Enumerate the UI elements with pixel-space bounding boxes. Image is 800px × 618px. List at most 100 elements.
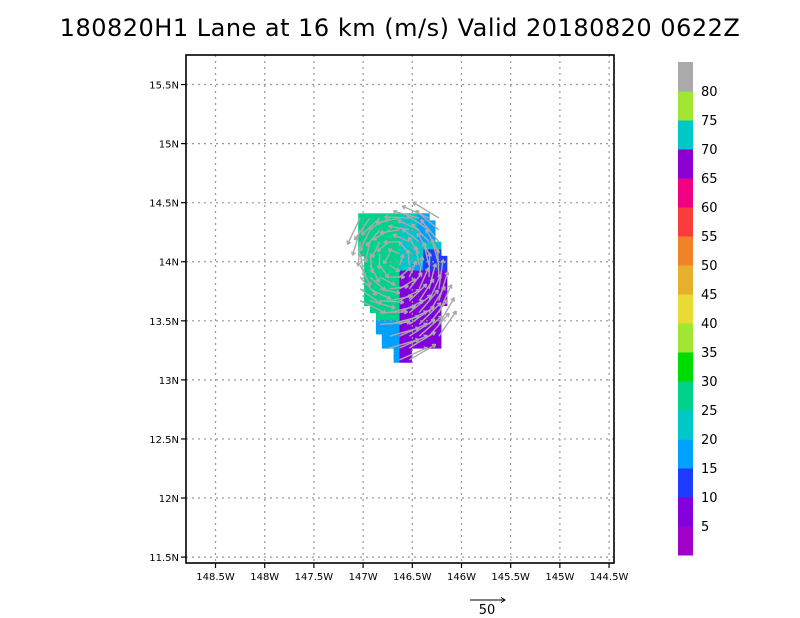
wind-vector-88 xyxy=(438,284,453,313)
wind-cell-200 xyxy=(423,262,430,271)
wind-cell-38 xyxy=(375,291,383,299)
wind-vector-head xyxy=(354,237,359,241)
wind-cell-122 xyxy=(399,262,407,271)
colorbar-label-0: 5 xyxy=(701,520,709,535)
colorbar-label-7: 40 xyxy=(701,317,718,332)
colorbar-swatch-7 xyxy=(678,323,693,353)
wind-cell-97 xyxy=(393,291,401,299)
wind-cell-17 xyxy=(364,220,371,229)
wind-cell-89 xyxy=(393,347,401,356)
colorbar-label-9: 50 xyxy=(701,259,718,274)
wind-vector-49 xyxy=(379,229,400,235)
wind-vector-shaft xyxy=(418,315,443,337)
colorbar-swatch-5 xyxy=(678,381,693,411)
wind-vector-head xyxy=(392,234,396,239)
colorbar-label-1: 10 xyxy=(701,491,718,506)
wind-vector-head xyxy=(407,266,412,269)
wind-vector-22 xyxy=(376,253,382,270)
wind-vector-45 xyxy=(399,266,412,278)
wind-vector-head xyxy=(364,258,369,263)
wind-vector-shaft xyxy=(389,295,413,302)
wind-cell-131 xyxy=(405,347,412,356)
wind-vector-69 xyxy=(418,256,425,278)
wind-vector-head xyxy=(401,228,405,233)
wind-cell-234 xyxy=(434,284,442,292)
wind-cell-23 xyxy=(369,277,377,285)
colorbar-swatch-16 xyxy=(678,62,693,92)
wind-cell-146 xyxy=(405,241,412,250)
wind-cell-54 xyxy=(381,312,389,321)
wind-cell-19 xyxy=(369,305,377,314)
wind-cell-123 xyxy=(399,255,407,264)
wind-vector-60 xyxy=(398,241,410,254)
wind-vector-shaft xyxy=(438,297,455,325)
wind-cell-65 xyxy=(381,234,389,243)
wind-vector-15 xyxy=(353,217,371,241)
wind-vector-65 xyxy=(418,302,442,325)
wind-cell-214 xyxy=(429,298,436,307)
wind-vector-head xyxy=(434,289,439,293)
wind-vector-shaft xyxy=(408,294,432,314)
wind-vector-head xyxy=(444,270,449,275)
wind-cell-106 xyxy=(393,227,401,236)
wind-vector-shaft xyxy=(412,201,440,219)
wind-vector-3 xyxy=(359,264,372,287)
wind-vector-shaft xyxy=(369,288,391,300)
wind-vector-shaft xyxy=(387,248,400,255)
wind-vector-shaft xyxy=(408,343,437,361)
wind-cell-240 xyxy=(434,241,442,250)
wind-cell-78 xyxy=(387,277,395,285)
wind-vector-71 xyxy=(407,236,420,254)
wind-cell-95 xyxy=(393,305,401,314)
wind-cell-162 xyxy=(411,262,418,271)
wind-cell-170 xyxy=(417,340,424,349)
wind-cell-228 xyxy=(434,326,442,335)
wind-vector-shaft xyxy=(369,300,396,309)
wind-vector-head xyxy=(376,222,381,225)
wind-vector-shaft xyxy=(408,283,428,302)
colorbar-label-11: 60 xyxy=(701,201,718,216)
wind-vector-head xyxy=(427,252,431,257)
wind-vector-shaft xyxy=(357,241,361,267)
wind-vector-head xyxy=(401,205,406,210)
wind-vector-head xyxy=(383,261,388,265)
wind-vector-shaft xyxy=(392,234,410,243)
wind-cell-124 xyxy=(399,248,407,257)
wind-vector-head xyxy=(379,232,385,235)
wind-cell-177 xyxy=(417,291,424,299)
wind-vector-shaft xyxy=(418,289,439,313)
colorbar-swatch-11 xyxy=(678,207,693,237)
wind-vector-shaft xyxy=(389,285,409,290)
wind-vector-head xyxy=(396,290,401,294)
wind-vector-86 xyxy=(438,310,458,337)
wind-cell-49 xyxy=(375,213,383,221)
wind-vector-89 xyxy=(438,270,450,301)
wind-vector-head xyxy=(391,304,396,309)
wind-cell-84 xyxy=(387,234,395,243)
wind-cell-232 xyxy=(434,298,442,307)
wind-cell-143 xyxy=(405,262,412,271)
wind-vector-head xyxy=(440,259,444,264)
wind-vector-33 xyxy=(389,264,401,273)
wind-vector-head xyxy=(388,225,393,230)
wind-vector-93 xyxy=(425,228,440,254)
wind-cell-186 xyxy=(417,227,424,236)
wind-vector-head xyxy=(438,315,443,318)
wind-cell-10 xyxy=(364,270,371,278)
colorbar-swatch-8 xyxy=(678,294,693,324)
y-tick-label-8: 15.5N xyxy=(149,81,179,92)
wind-cell-221 xyxy=(429,248,436,257)
wind-cell-115 xyxy=(399,312,407,321)
wind-cell-159 xyxy=(411,284,418,292)
wind-cell-119 xyxy=(399,284,407,292)
wind-cell-39 xyxy=(375,284,383,292)
wind-cell-110 xyxy=(399,347,407,356)
wind-vector-shaft xyxy=(376,241,391,252)
wind-vector-head xyxy=(363,272,367,277)
wind-cell-22 xyxy=(369,284,377,292)
wind-vector-8 xyxy=(369,300,396,310)
wind-cell-161 xyxy=(411,270,418,278)
wind-vector-shaft xyxy=(384,216,410,219)
wind-vector-shaft xyxy=(438,271,449,301)
wind-vector-56 xyxy=(408,283,428,302)
